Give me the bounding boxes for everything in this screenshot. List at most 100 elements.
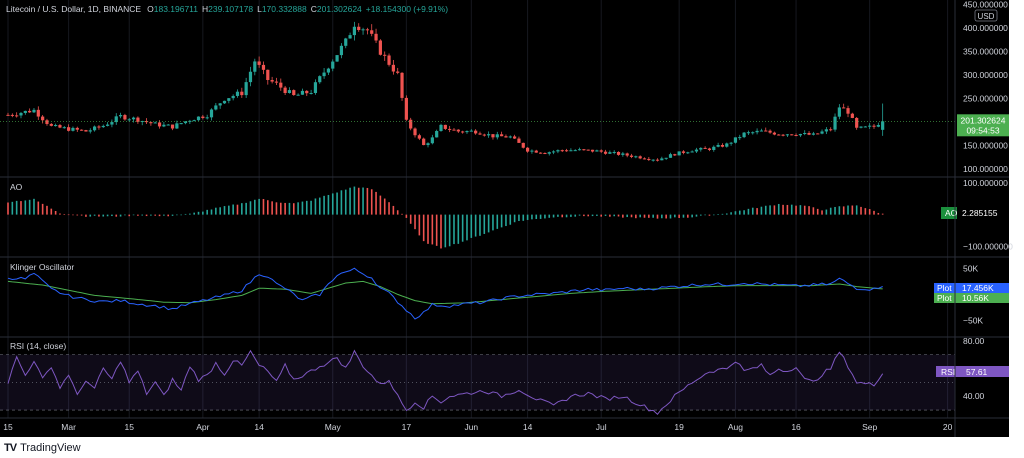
candle — [344, 37, 348, 49]
ao-bar — [648, 214, 650, 218]
candle — [413, 127, 417, 138]
ao-bar — [245, 202, 247, 215]
candle — [292, 89, 296, 96]
candle — [123, 113, 127, 121]
ao-bar — [318, 197, 321, 215]
candle — [530, 149, 534, 154]
candle — [80, 129, 84, 131]
ao-bar — [375, 191, 377, 215]
candle — [244, 77, 248, 98]
candle — [668, 152, 673, 158]
price-pane[interactable] — [0, 21, 955, 162]
countdown: 09:54:53 — [966, 125, 999, 135]
ao-bar — [163, 214, 165, 216]
candle — [803, 130, 807, 136]
ao-bar — [206, 209, 208, 215]
currency-badge[interactable] — [974, 9, 998, 22]
ao-bar — [522, 214, 525, 221]
footer: TV TradingView — [4, 440, 81, 456]
candle — [538, 152, 543, 154]
ao-bar — [228, 205, 230, 215]
ao-bar — [132, 214, 135, 216]
ao-bar — [470, 214, 473, 238]
ao-bar — [730, 212, 732, 215]
ao-bar — [284, 202, 286, 215]
candle — [772, 131, 777, 136]
candle — [45, 118, 49, 126]
ao-bar — [184, 213, 187, 215]
ao-bar — [492, 214, 494, 231]
candle — [214, 102, 218, 111]
ao-bar — [574, 214, 577, 217]
ao-bar — [11, 201, 14, 215]
ao-pane[interactable] — [7, 186, 884, 249]
candle — [84, 129, 88, 132]
candle — [452, 128, 456, 131]
ao-bar — [539, 214, 542, 219]
candle — [590, 149, 595, 153]
candle — [876, 122, 880, 128]
candle — [868, 123, 872, 129]
ao-bar — [453, 214, 455, 245]
ao-bar — [223, 206, 226, 215]
candle — [361, 27, 365, 35]
candle — [422, 137, 426, 146]
ao-bar — [93, 214, 96, 216]
candle — [227, 98, 231, 104]
candle — [634, 155, 638, 159]
ao-bar — [531, 214, 533, 220]
ao-bar — [812, 207, 815, 215]
candle — [67, 124, 71, 132]
ao-bar — [847, 205, 849, 215]
candle — [266, 69, 270, 85]
time-axis-tick: 17 — [402, 422, 412, 432]
candle — [872, 123, 876, 129]
svg-text:AO: AO — [945, 208, 958, 218]
ao-bar — [67, 214, 70, 216]
ao-bar — [500, 214, 503, 228]
ao-bar — [111, 214, 113, 217]
ao-bar — [46, 205, 48, 215]
candle — [859, 126, 863, 129]
candle — [41, 115, 45, 124]
ao-bar — [154, 214, 157, 216]
candle — [677, 151, 681, 156]
ao-bar — [665, 214, 667, 219]
svg-text:Plot: Plot — [937, 293, 952, 303]
candle — [6, 112, 10, 116]
candle — [616, 151, 621, 156]
ao-bar — [474, 214, 477, 237]
tradingview-logo-icon: TV — [4, 442, 17, 454]
ao-bar — [435, 214, 438, 246]
ao-bar — [193, 212, 195, 215]
candle — [23, 110, 27, 115]
candle — [166, 124, 170, 126]
ao-bar — [509, 214, 512, 225]
rsi-pane[interactable] — [0, 349, 955, 416]
candle — [478, 131, 482, 135]
ao-bar — [821, 210, 823, 215]
rsi-value-label: RSI 57.61 — [936, 366, 1009, 377]
candle — [175, 120, 179, 129]
ao-title: AO — [10, 182, 23, 192]
candle — [785, 134, 789, 137]
ao-bar — [466, 214, 468, 241]
ao-bar — [267, 200, 269, 215]
klinger-pane[interactable] — [7, 267, 883, 320]
ao-bar — [799, 205, 802, 215]
candle — [664, 157, 668, 160]
ao-bar — [362, 187, 364, 215]
candle — [348, 32, 352, 39]
ao-bar — [401, 213, 403, 215]
candle — [235, 89, 240, 98]
candle — [824, 127, 828, 135]
ao-bar — [687, 214, 689, 218]
candle — [820, 129, 824, 135]
ao-bar — [20, 201, 22, 215]
ao-bar — [738, 210, 741, 215]
ao-bar — [583, 214, 585, 217]
price-axis-tick: 350.000000 — [963, 46, 1008, 56]
candle — [383, 51, 387, 61]
candle — [62, 126, 66, 129]
candle — [517, 136, 521, 143]
